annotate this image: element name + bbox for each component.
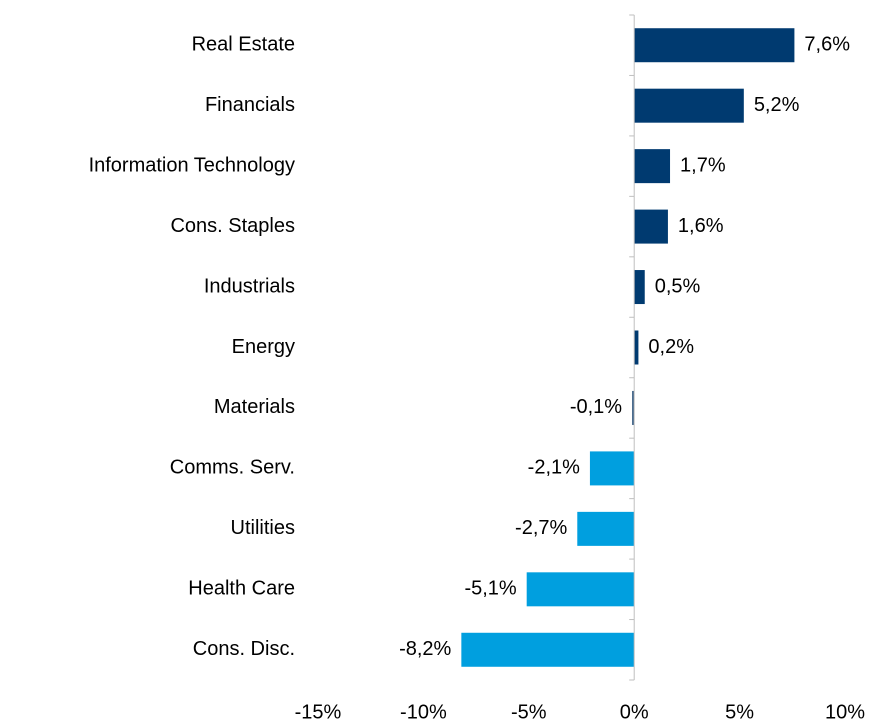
x-tick-label: 0%: [620, 701, 649, 721]
category-label: Cons. Disc.: [193, 638, 295, 660]
bar: [577, 511, 635, 546]
category-label: Energy: [232, 336, 295, 358]
bar: [589, 451, 635, 486]
bar: [634, 270, 645, 305]
value-label: -2,7%: [515, 517, 567, 539]
value-label: -8,2%: [399, 638, 451, 660]
value-label: 0,5%: [655, 275, 701, 297]
bar: [634, 88, 744, 123]
category-label: Real Estate: [192, 34, 295, 56]
category-label: Cons. Staples: [170, 215, 295, 237]
value-label: -5,1%: [464, 578, 516, 600]
bar: [634, 28, 795, 63]
category-label: Materials: [214, 396, 295, 418]
category-label: Health Care: [188, 578, 295, 600]
category-label: Industrials: [204, 275, 295, 297]
x-tick-label: -15%: [295, 701, 342, 721]
value-label: -0,1%: [570, 396, 622, 418]
category-label: Comms. Serv.: [170, 457, 295, 479]
bar: [632, 390, 635, 425]
x-tick-label: -5%: [511, 701, 547, 721]
x-tick-label: 10%: [825, 701, 865, 721]
bar: [461, 632, 635, 667]
category-label: Information Technology: [89, 154, 295, 176]
value-label: 5,2%: [754, 94, 800, 116]
value-label: 7,6%: [804, 34, 850, 56]
value-label: -2,1%: [528, 457, 580, 479]
x-tick-label: -10%: [400, 701, 447, 721]
bar: [526, 572, 635, 607]
x-tick-label: 5%: [725, 701, 754, 721]
value-label: 1,7%: [680, 154, 726, 176]
value-label: 0,2%: [648, 336, 694, 358]
category-label: Financials: [205, 94, 295, 116]
value-label: 1,6%: [678, 215, 724, 237]
category-label: Utilities: [231, 517, 295, 539]
bar: [634, 149, 671, 184]
bar: [634, 209, 668, 244]
bar: [634, 330, 639, 365]
